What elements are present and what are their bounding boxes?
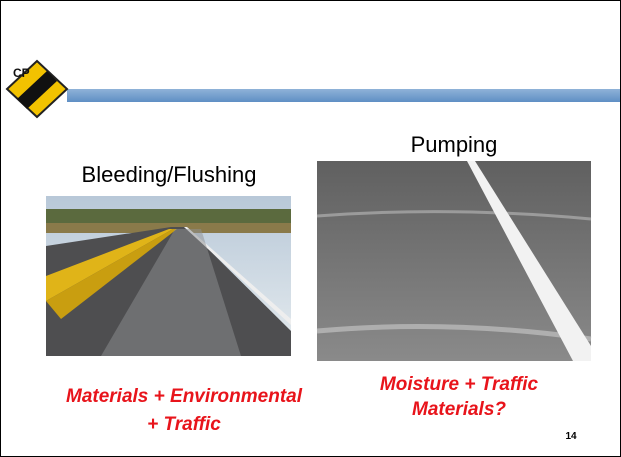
- left-title: Bleeding/Flushing: [82, 162, 257, 188]
- right-caption: Moisture + Traffic: [380, 374, 538, 396]
- page-number: 14: [565, 431, 576, 442]
- right-caption: Materials?: [412, 399, 506, 421]
- bleeding-photo: [46, 196, 291, 356]
- logo: CP: [7, 61, 67, 117]
- pumping-photo: [317, 161, 591, 361]
- svg-text:CP: CP: [13, 66, 30, 80]
- left-caption: + Traffic: [147, 414, 221, 436]
- slide: CP Pumping Bleeding/Flushing Materials +…: [0, 0, 621, 457]
- left-caption: Materials + Environmental: [66, 386, 302, 408]
- header-bar: [67, 89, 620, 102]
- right-title: Pumping: [411, 132, 498, 158]
